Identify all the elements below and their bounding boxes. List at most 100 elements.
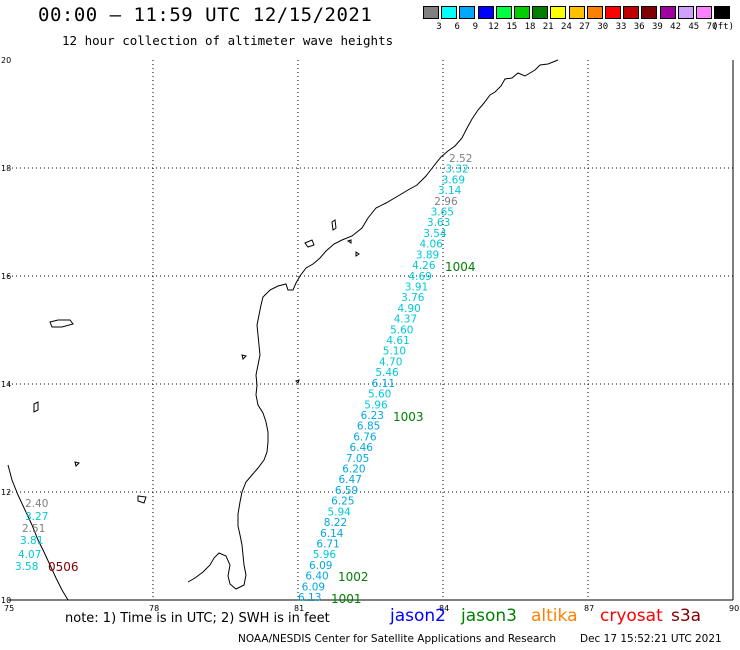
legend-swatch — [696, 6, 712, 19]
track-value-label: 5.96 — [364, 399, 388, 411]
lat-tick-label: 16 — [1, 272, 11, 281]
island — [295, 379, 300, 384]
jason3-pass-label: 1004 — [445, 260, 476, 274]
legend-cryosat: cryosat — [600, 606, 663, 626]
legend-swatch — [441, 6, 458, 19]
track-value-label: 4.90 — [397, 303, 420, 315]
track-value-label: 5.94 — [327, 506, 351, 518]
island — [355, 251, 360, 257]
footer-note: note: 1) Time is in UTC; 2) SWH is in fe… — [65, 611, 330, 626]
legend-swatch — [623, 6, 640, 19]
lon-tick-label: 84 — [439, 604, 449, 613]
track-value-label: 3.91 — [405, 281, 428, 293]
legend-tick-label: 6 — [454, 22, 460, 32]
legend-swatch — [641, 6, 658, 19]
track-value-label: 4.06 — [420, 239, 444, 251]
jason3-pass-label: 1002 — [338, 570, 369, 584]
island — [241, 354, 247, 360]
track-value-label: 2.40 — [25, 498, 48, 510]
lat-tick-label: 20 — [1, 56, 11, 65]
coastline — [7, 59, 559, 601]
legend-tick-label: 70 — [706, 22, 718, 32]
legend-tick-label: 39 — [651, 22, 663, 32]
lon-tick-label: 81 — [294, 604, 304, 613]
legend-tick-label: 36 — [633, 22, 645, 32]
track-value-label: 2.51 — [22, 523, 45, 535]
track-value-label: 6.76 — [353, 431, 377, 443]
track-value-label: 5.60 — [368, 389, 391, 401]
lon-tick-label: 87 — [584, 604, 594, 613]
track-labels: 2.523.323.693.142.963.653.633.544.063.89… — [15, 153, 476, 606]
track-value-label: 4.69 — [408, 271, 431, 283]
island — [49, 319, 74, 328]
track-value-label: 6.23 — [361, 410, 384, 422]
jason3-pass-label: 1003 — [393, 410, 424, 424]
lat-tick-label: 18 — [1, 164, 11, 173]
track-value-label: 6.25 — [331, 496, 354, 508]
legend-jason3: jason3 — [461, 606, 517, 626]
track-value-label: 6.40 — [305, 571, 328, 583]
legend-tick-label: 9 — [472, 22, 479, 32]
legend-tick-label: 21 — [542, 22, 554, 32]
legend-swatch — [714, 6, 731, 19]
generation-timestamp: Dec 17 15:52:21 UTC 2021 — [580, 633, 722, 645]
track-value-label: 3.69 — [442, 174, 465, 186]
track-value-label: 3.32 — [445, 164, 468, 176]
track-value-label: 7.05 — [346, 453, 369, 465]
legend-unit-label: (ft) — [712, 22, 735, 32]
legend-tick-label: 45 — [688, 22, 700, 32]
track-value-label: 6.71 — [316, 538, 339, 550]
track-value-label: 3.89 — [416, 249, 439, 261]
legend-tick-label: 30 — [597, 22, 609, 32]
coastline-mainland — [187, 59, 559, 590]
lon-tick-label: 90 — [729, 604, 739, 613]
track-value-label: 5.10 — [383, 346, 406, 358]
track-value-label: 2.96 — [434, 196, 458, 208]
island — [137, 495, 147, 504]
legend-tick-label: 24 — [560, 22, 572, 32]
track-value-label: 5.60 — [390, 324, 413, 336]
track-value-label: 4.70 — [379, 356, 402, 368]
credit-line: NOAA/NESDIS Center for Satellite Applica… — [238, 633, 556, 645]
track-value-label: 3.76 — [401, 292, 425, 304]
legend-tick-label: 42 — [670, 22, 682, 32]
track-value-label: 6.09 — [302, 581, 325, 593]
axis-labels: 75 78 81 84 87 90 10 12 14 16 18 20 — [1, 56, 739, 613]
track-value-label: 6.20 — [342, 464, 365, 476]
legend-s3a: s3a — [671, 606, 702, 626]
track-value-label: 3.54 — [423, 228, 447, 240]
legend-swatch — [568, 6, 585, 19]
island — [304, 239, 315, 248]
track-value-label: 8.22 — [324, 517, 347, 529]
track-value-label: 3.81 — [20, 535, 43, 547]
track-value-label: 6.46 — [350, 442, 374, 454]
track-value-label: 6.59 — [335, 485, 358, 497]
legend-tick-label: 15 — [506, 22, 518, 32]
map-title: 00:00 – 11:59 UTC 12/15/2021 — [38, 4, 373, 26]
lat-tick-label: 12 — [1, 488, 11, 497]
legend-swatch — [459, 6, 476, 19]
legend-swatch — [477, 6, 494, 19]
legend-swatch — [514, 6, 530, 19]
legend-swatch — [586, 6, 603, 19]
legend-swatch — [659, 6, 676, 19]
lat-tick-label: 10 — [1, 596, 11, 605]
island — [74, 461, 80, 467]
track-value-label: 5.96 — [313, 549, 337, 561]
legend-tick-label: 3 — [436, 22, 442, 32]
lon-tick-label: 75 — [4, 604, 14, 613]
track-value-label: 6.11 — [372, 378, 395, 390]
track-value-label: 3.65 — [431, 207, 454, 219]
track-value-label: 3.63 — [427, 217, 450, 229]
legend-altika: altika — [531, 606, 578, 626]
legend-swatch — [550, 6, 567, 19]
track-value-label: 4.07 — [18, 549, 41, 561]
cryosat-pass-label: 0506 — [48, 560, 79, 574]
legend-tick-label: 33 — [615, 22, 627, 32]
lon-tick-label: 78 — [149, 604, 159, 613]
track-value-label: 3.58 — [15, 561, 38, 573]
map-subtitle: 12 hour collection of altimeter wave hei… — [62, 33, 394, 48]
legend-swatch — [532, 6, 549, 19]
track-value-label: 6.14 — [320, 528, 344, 540]
